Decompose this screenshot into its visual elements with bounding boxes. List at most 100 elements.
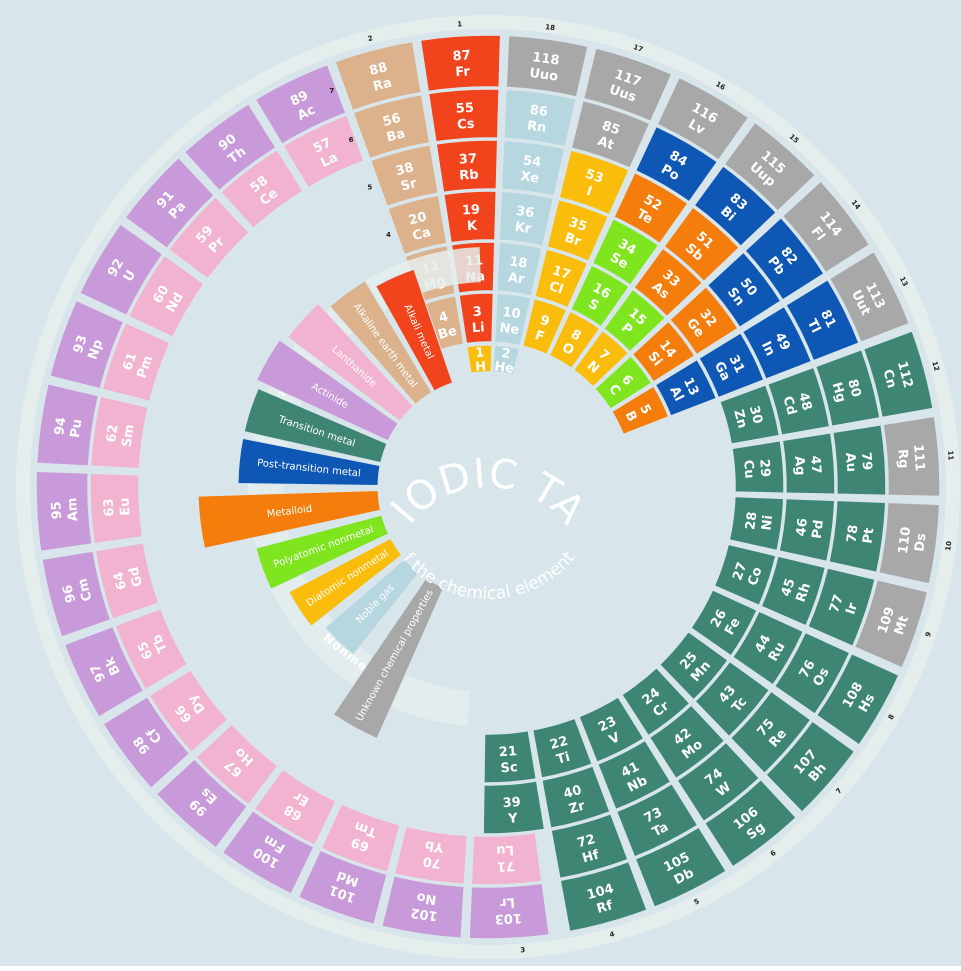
element-cell-be[interactable]: 4Be	[421, 294, 465, 352]
element-cell-eu[interactable]: 63 Eu	[89, 472, 144, 545]
element-cell-n[interactable]: 7N	[572, 329, 630, 389]
element-cell-w[interactable]: 74W	[676, 741, 761, 823]
element-cell-v[interactable]: 23V	[577, 695, 646, 764]
element-cell-he[interactable]: 2He	[492, 344, 521, 377]
element-cell-s[interactable]: 16S	[569, 263, 631, 328]
element-cell-k[interactable]: 19K	[442, 190, 498, 244]
element-cell-y[interactable]: 39Y	[482, 780, 546, 835]
element-cell-li[interactable]: 3Li	[458, 292, 495, 345]
element-cell-b[interactable]: 5B	[610, 384, 670, 436]
element-cell-u[interactable]: 92U	[78, 222, 164, 317]
element-cell-am[interactable]: 95 Am	[35, 470, 93, 553]
element-cell-h[interactable]: 1H	[465, 344, 493, 375]
element-cell-p[interactable]: 15P	[602, 288, 667, 353]
element-cell-c[interactable]: 6C	[593, 354, 653, 411]
